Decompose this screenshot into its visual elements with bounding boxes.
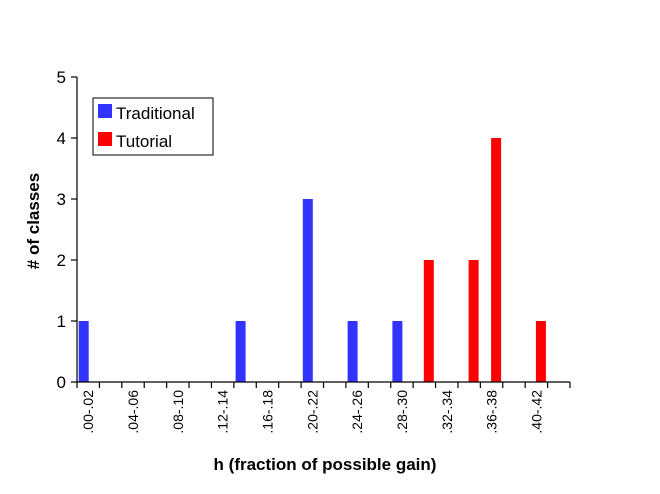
bar-tutorial-.34-.36 — [468, 260, 479, 382]
x-tick-label: .20-.22 — [304, 390, 320, 434]
legend-box — [92, 97, 214, 156]
bar-traditional-.14-.16 — [235, 321, 246, 382]
y-tick-label: 3 — [57, 190, 66, 209]
bar-traditional-.00-.02 — [78, 321, 89, 382]
x-tick-label: .36-.38 — [484, 390, 500, 434]
x-tick-label: .32-.34 — [439, 390, 455, 434]
legend-label-traditional: Traditional — [116, 104, 195, 123]
x-tick-label: .04-.06 — [125, 390, 141, 434]
y-ticks-group: 0 1 2 3 4 5 — [57, 68, 77, 392]
y-tick-label: 5 — [57, 68, 66, 87]
legend: Traditional Tutorial — [92, 97, 214, 156]
x-ticks-group: .00-.02 .04-.06 .08-.10 .12-.14 .16-.18 .20-.… — [76, 382, 571, 434]
x-tick-label: .08-.10 — [170, 390, 186, 434]
legend-swatch-tutorial — [98, 132, 112, 146]
legend-label-tutorial: Tutorial — [116, 132, 172, 151]
x-tick-label: .00-.02 — [80, 390, 96, 434]
legend-swatch-traditional — [98, 104, 112, 118]
bar-tutorial-.36-.38 — [491, 138, 502, 382]
x-axis-title: h (fraction of possible gain) — [214, 455, 437, 474]
bar-traditional-.20-.22 — [302, 199, 313, 382]
x-tick-label: .40-.42 — [528, 390, 544, 434]
y-axis-title: # of classes — [24, 173, 43, 269]
x-tick-label: .12-.14 — [215, 390, 231, 434]
bar-traditional-.28-.30 — [392, 321, 403, 382]
bar-tutorial-.30-.32 — [423, 260, 434, 382]
x-tick-label: .28-.30 — [394, 390, 410, 434]
y-tick-label: 2 — [57, 251, 66, 270]
bar-traditional-.24-.26 — [347, 321, 358, 382]
y-tick-label: 1 — [57, 312, 66, 331]
y-tick-label: 4 — [57, 129, 66, 148]
bar-tutorial-.40-.42 — [535, 321, 546, 382]
x-tick-label: .16-.18 — [260, 390, 276, 434]
x-tick-label: .24-.26 — [349, 390, 365, 434]
y-tick-label: 0 — [57, 373, 66, 392]
bars-group — [78, 138, 546, 382]
